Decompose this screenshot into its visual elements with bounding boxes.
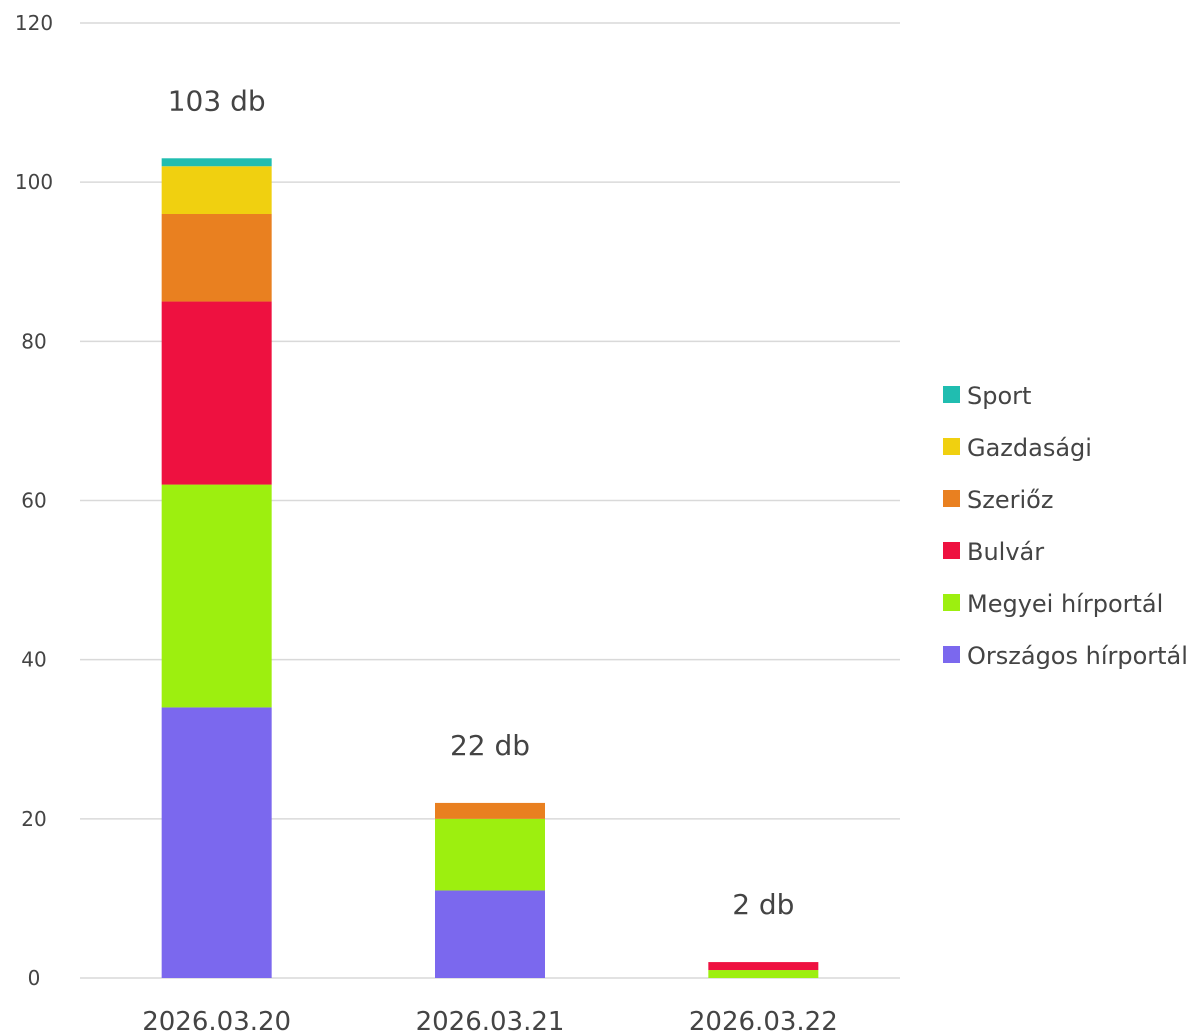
bars-layer: [161, 158, 819, 978]
bar-segment: [435, 802, 545, 819]
bar-segment: [161, 484, 272, 708]
legend-label: Sport: [967, 382, 1031, 410]
legend-swatch: [943, 594, 960, 611]
bar-segment: [161, 707, 272, 978]
legend-label: Szeriőz: [967, 486, 1053, 514]
x-tick-label: 2026.03.22: [689, 1007, 838, 1032]
y-tick-label: 120: [15, 11, 53, 35]
x-tick-label: 2026.03.20: [142, 1007, 291, 1032]
y-tick-label: 100: [15, 170, 53, 194]
total-data-label: 2 db: [732, 888, 794, 921]
legend-swatch: [943, 490, 960, 507]
legend-item: Országos hírportál: [943, 642, 1188, 670]
y-tick-label: 80: [21, 329, 46, 353]
bar-segment: [161, 166, 272, 214]
legend-label: Országos hírportál: [967, 642, 1188, 670]
bar-segment: [161, 301, 272, 485]
y-tick-label: 40: [21, 648, 46, 672]
y-tick-label: 60: [21, 489, 46, 513]
labels-layer: 0 20 40 60 80 100 120 2026.03.20 103 db 2026.03.2…: [15, 11, 838, 1032]
legend-swatch: [943, 646, 960, 663]
legend-swatch: [943, 542, 960, 559]
x-tick-label: 2026.03.21: [416, 1007, 565, 1032]
legend-swatch: [943, 438, 960, 455]
total-data-label: 103 db: [168, 84, 266, 117]
legend-swatch: [943, 386, 960, 403]
y-tick-label: 20: [21, 807, 46, 831]
total-data-label: 22 db: [450, 729, 530, 762]
legend-item: Sport: [943, 382, 1031, 410]
legend: Sport Gazdasági Szeriőz Bulvár Megyei hírpor…: [943, 382, 1188, 670]
bar-segment: [435, 818, 545, 891]
bar-segment: [161, 158, 272, 167]
legend-label: Megyei hírportál: [967, 590, 1163, 618]
legend-item: Bulvár: [943, 538, 1044, 566]
y-tick-label: 0: [28, 966, 41, 990]
legend-item: Gazdasági: [943, 434, 1092, 462]
bar-segment: [435, 890, 545, 978]
bar-segment: [708, 970, 819, 978]
legend-item: Szeriőz: [943, 486, 1053, 514]
bar-segment: [161, 214, 272, 302]
legend-label: Bulvár: [967, 538, 1044, 566]
legend-label: Gazdasági: [967, 434, 1092, 462]
bar-segment: [708, 962, 819, 971]
legend-item: Megyei hírportál: [943, 590, 1163, 618]
